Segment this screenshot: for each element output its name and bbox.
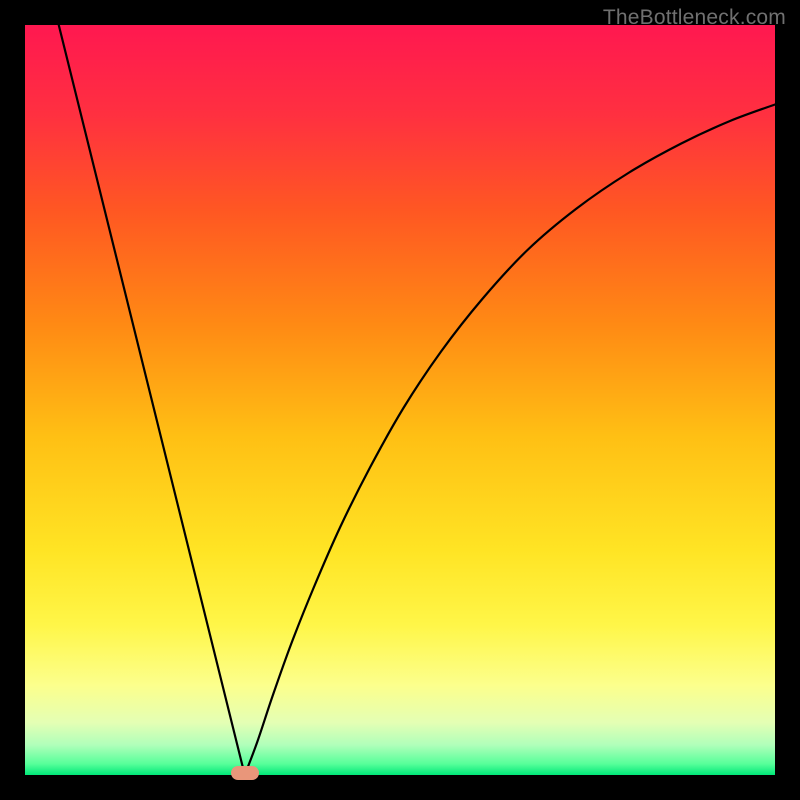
bottleneck-curve <box>25 25 775 775</box>
plot-area <box>25 25 775 775</box>
minimum-marker <box>231 766 259 780</box>
